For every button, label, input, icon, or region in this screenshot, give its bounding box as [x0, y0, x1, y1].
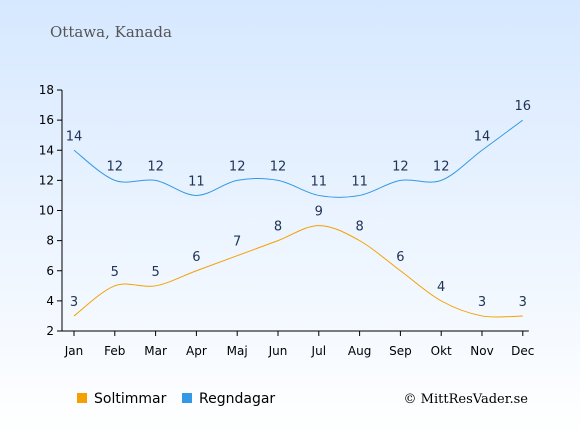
data-label-regndagar: 12 [392, 159, 409, 174]
data-labels: 3 5 5 6 7 8 9 8 6 4 3 3 14 12 12 11 12 12 11 11 12 12 14 16 [66, 99, 531, 310]
x-tick-label: Apr [186, 344, 207, 358]
data-label-soltimmar: 7 [233, 235, 241, 250]
data-label-regndagar: 11 [311, 174, 328, 189]
data-label-regndagar: 12 [107, 159, 124, 174]
data-label-regndagar: 11 [188, 174, 205, 189]
data-label-soltimmar: 5 [111, 265, 119, 280]
data-label-soltimmar: 3 [478, 295, 486, 310]
y-tick-label: 4 [46, 294, 54, 308]
data-label-regndagar: 12 [147, 159, 164, 174]
data-label-soltimmar: 4 [437, 280, 445, 295]
x-tick-label: Maj [227, 344, 248, 358]
legend-swatch-regndagar [182, 393, 192, 403]
data-label-soltimmar: 8 [355, 220, 363, 235]
data-label-regndagar: 14 [474, 129, 491, 144]
legend: Soltimmar Regndagar [77, 391, 275, 407]
data-label-soltimmar: 8 [274, 220, 282, 235]
x-tick-label: Sep [389, 344, 412, 358]
series-layer [73, 119, 524, 318]
chart-title: Ottawa, Kanada [50, 23, 172, 41]
data-label-regndagar: 11 [351, 174, 368, 189]
x-tick-label: Mar [144, 344, 167, 358]
data-label-soltimmar: 6 [192, 250, 200, 265]
x-axis: Jan Feb Mar Apr Maj Jun Jul Aug Sep Okt Nov Dec [62, 330, 534, 358]
series-line-regndagar [73, 119, 524, 198]
data-label-regndagar: 12 [270, 159, 287, 174]
y-tick-label: 18 [39, 83, 54, 97]
data-label-regndagar: 12 [229, 159, 246, 174]
data-label-soltimmar: 9 [315, 205, 323, 220]
x-tick-label: Jun [268, 344, 288, 358]
x-tick-label: Nov [470, 344, 493, 358]
x-tick-label: Jan [64, 344, 84, 358]
data-label-regndagar: 14 [66, 129, 83, 144]
y-tick-label: 10 [39, 204, 54, 218]
y-tick-label: 6 [46, 264, 54, 278]
x-tick-label: Aug [348, 344, 371, 358]
data-label-regndagar: 12 [433, 159, 450, 174]
x-tick-label: Feb [104, 344, 125, 358]
legend-label-soltimmar: Soltimmar [94, 391, 167, 407]
data-label-soltimmar: 5 [151, 265, 159, 280]
copyright-text: © MittResVader.se [404, 392, 529, 407]
legend-label-regndagar: Regndagar [199, 391, 275, 407]
y-tick-label: 2 [46, 324, 54, 338]
y-tick-label: 16 [39, 113, 54, 127]
x-tick-label: Dec [511, 344, 534, 358]
data-label-soltimmar: 3 [70, 295, 78, 310]
y-tick-label: 14 [39, 143, 54, 157]
series-line-soltimmar [73, 225, 523, 318]
x-tick-label: Okt [431, 344, 452, 358]
x-tick-label: Jul [311, 344, 326, 358]
legend-swatch-soltimmar [77, 393, 87, 403]
data-label-regndagar: 16 [515, 99, 532, 114]
y-axis: 2 4 6 8 10 12 14 16 18 [39, 83, 63, 338]
data-label-soltimmar: 6 [396, 250, 404, 265]
data-label-soltimmar: 3 [519, 295, 527, 310]
y-tick-label: 8 [46, 234, 54, 248]
y-tick-label: 12 [39, 173, 54, 187]
